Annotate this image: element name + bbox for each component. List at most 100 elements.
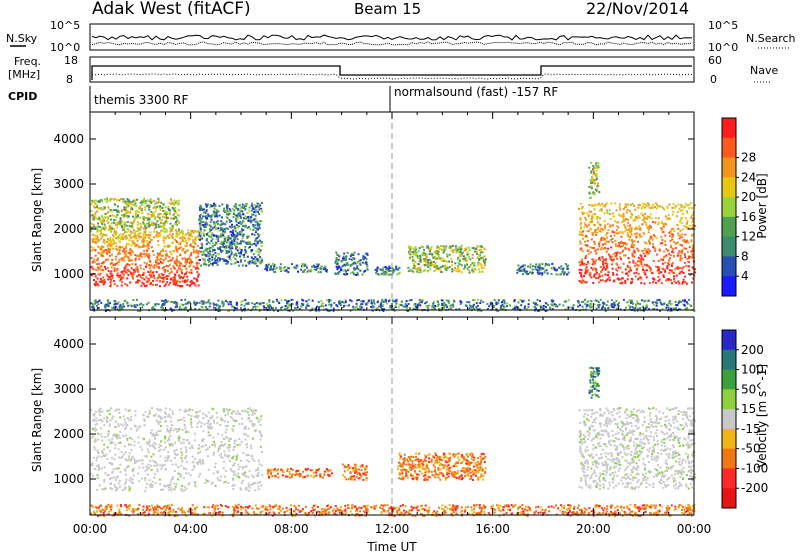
power-echo-point [135, 244, 138, 247]
power-echo-point [107, 301, 110, 304]
power-echo-point [199, 230, 202, 233]
power-echo-point [129, 259, 131, 262]
power-echo-point [110, 239, 113, 242]
power-echo-point [295, 302, 298, 305]
power-echo-point [114, 233, 117, 236]
power-echo-point [350, 258, 353, 261]
power-echo-point [633, 244, 636, 246]
power-echo-point [147, 204, 150, 207]
power-echo-point [167, 244, 170, 247]
power-echo-point [130, 208, 132, 211]
power-echo-point [626, 264, 629, 267]
power-echo-point [371, 305, 374, 307]
power-echo-point [595, 271, 598, 274]
power-echo-point [240, 250, 243, 253]
power-echo-point [584, 223, 587, 226]
power-echo-point [357, 253, 360, 256]
power-echo-point [351, 263, 353, 266]
power-echo-point [171, 235, 174, 238]
power-echo-point [100, 251, 103, 254]
power-echo-point [637, 249, 640, 252]
power-echo-point [619, 308, 622, 311]
power-echo-point [124, 255, 126, 258]
power-echo-point [197, 284, 200, 287]
power-echo-point [611, 231, 614, 234]
power-echo-point [250, 243, 253, 246]
power-echo-point [295, 264, 298, 267]
power-echo-point [339, 303, 342, 305]
power-echo-point [457, 261, 460, 264]
power-echo-point [92, 247, 95, 250]
power-echo-point [202, 263, 205, 266]
power-echo-point [134, 214, 137, 216]
power-echo-point [265, 264, 268, 267]
power-echo-point [625, 203, 628, 206]
power-echo-point [247, 219, 250, 222]
power-echo-point [141, 208, 143, 211]
power-echo-point [671, 250, 674, 253]
power-echo-point [654, 216, 657, 219]
power-echo-point [213, 213, 215, 216]
power-echo-point [666, 205, 669, 208]
power-echo-point [385, 273, 388, 276]
power-echo-point [366, 265, 369, 268]
power-echo-point [668, 235, 671, 237]
power-echo-point [620, 241, 622, 244]
power-echo-point [620, 282, 623, 285]
power-echo-point [93, 283, 96, 286]
power-echo-point [597, 227, 599, 229]
power-echo-point [107, 305, 110, 308]
power-echo-point [155, 226, 158, 229]
power-echo-point [181, 272, 183, 275]
power-echo-point [103, 281, 106, 284]
power-echo-point [94, 302, 97, 304]
power-echo-point [115, 248, 118, 251]
power-echo-point [611, 224, 614, 227]
power-echo-point [691, 217, 694, 220]
velocity-echo-point [108, 439, 111, 442]
power-echo-point [230, 246, 233, 249]
power-echo-point [440, 245, 442, 247]
power-echo-point [115, 216, 118, 219]
power-echo-point [157, 199, 160, 202]
power-echo-point [166, 281, 169, 284]
power-echo-point [605, 264, 608, 267]
power-echo-point [627, 234, 629, 237]
power-echo-point [237, 222, 240, 224]
power-echo-point [676, 211, 679, 214]
power-echo-point [131, 222, 134, 225]
power-echo-point [278, 302, 281, 305]
power-echo-point [184, 302, 187, 305]
power-echo-point [692, 254, 694, 257]
power-echo-point [409, 248, 412, 251]
power-echo-point [95, 205, 98, 208]
power-echo-point [274, 268, 277, 271]
power-echo-point [153, 205, 156, 208]
power-echo-point [127, 259, 130, 262]
power-echo-point [372, 305, 375, 308]
power-echo-point [551, 307, 554, 310]
power-echo-point [596, 182, 599, 185]
velocity-echo-point [154, 447, 156, 450]
power-echo-point [412, 251, 414, 254]
power-echo-point [169, 230, 172, 233]
power-echo-point [245, 242, 248, 245]
power-echo-point [134, 234, 137, 237]
power-echo-point [161, 267, 164, 270]
power-echo-point [669, 257, 672, 260]
power-echo-point [93, 225, 96, 228]
power-echo-point [349, 272, 352, 275]
power-echo-point [171, 309, 174, 312]
power-echo-point [113, 198, 116, 201]
power-echo-point [192, 246, 195, 249]
power-echo-point [690, 239, 693, 242]
power-echo-point [179, 237, 182, 240]
velocity-echo-point [193, 466, 196, 469]
power-echo-point [200, 242, 203, 245]
power-echo-point [389, 269, 392, 272]
power-echo-point [390, 305, 393, 308]
velocity-echo-point [253, 459, 256, 462]
power-echo-point [134, 245, 137, 248]
power-echo-point [211, 246, 214, 249]
power-echo-point [401, 304, 404, 307]
